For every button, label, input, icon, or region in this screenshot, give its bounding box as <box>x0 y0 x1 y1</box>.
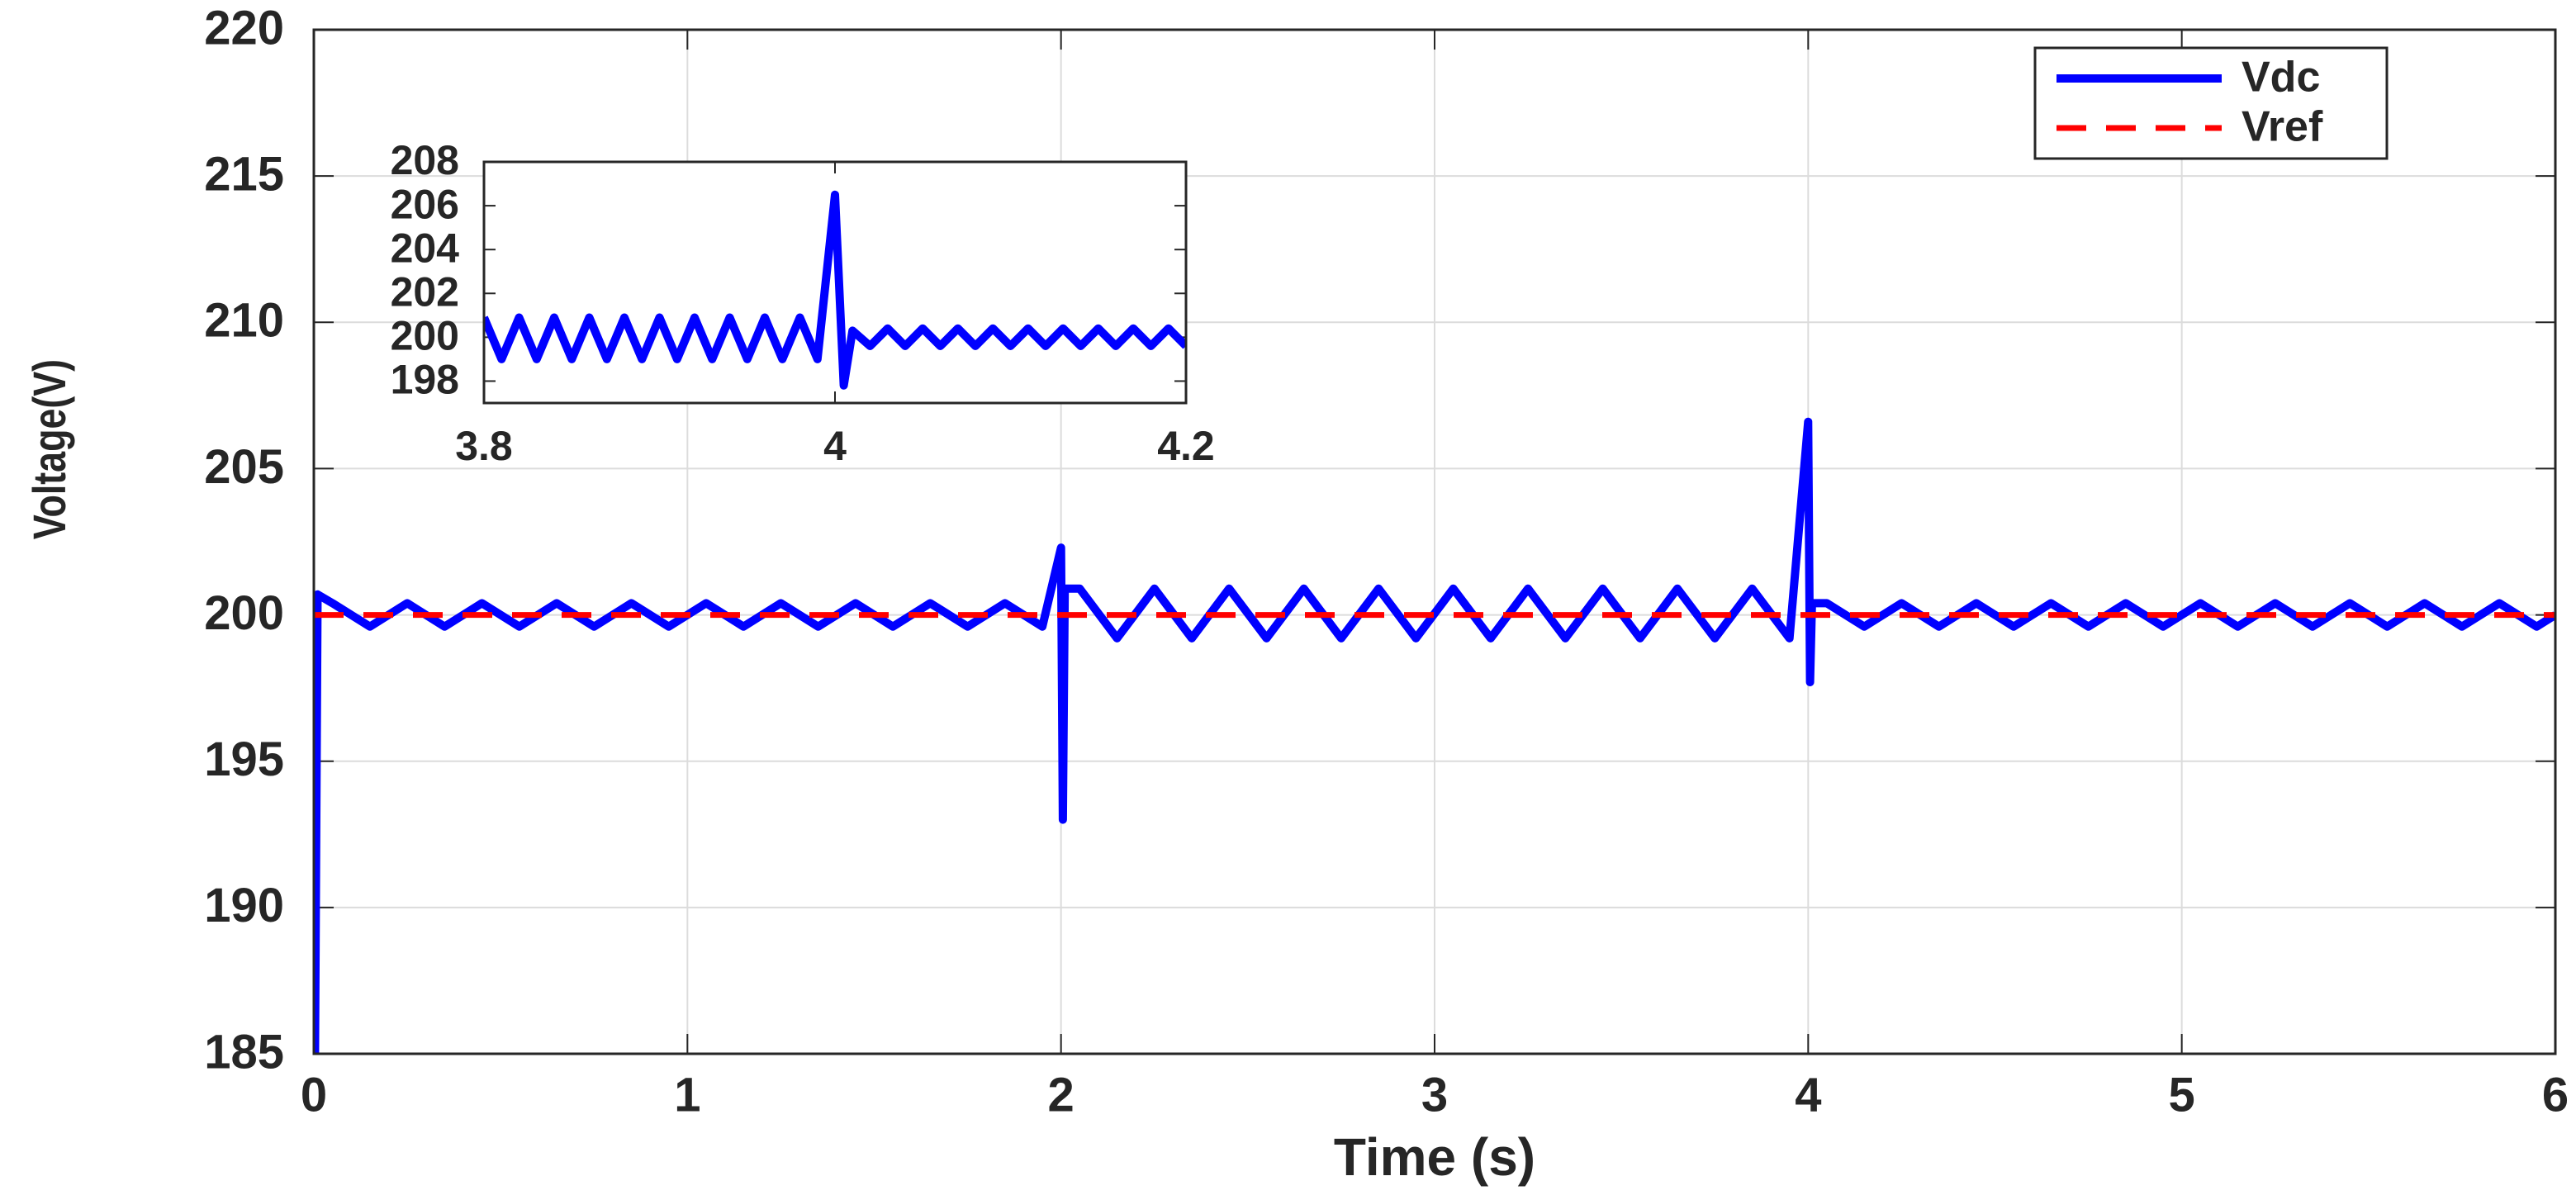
y-tick-label: 185 <box>204 1025 284 1079</box>
x-axis-label: Time (s) <box>1334 1127 1535 1187</box>
x-tick-label: 3.8 <box>455 423 513 469</box>
y-tick-label: 208 <box>391 137 459 183</box>
y-tick-label: 215 <box>204 147 284 201</box>
series-line <box>484 190 1186 390</box>
y-tick-label: 195 <box>204 733 284 786</box>
x-tick-label: 6 <box>2542 1068 2569 1121</box>
y-tick-label: 198 <box>391 357 459 403</box>
series-line <box>314 417 2555 1054</box>
x-tick-label: 1 <box>674 1068 700 1121</box>
x-tick-label: 2 <box>1048 1068 1075 1121</box>
x-tick-label: 0 <box>301 1068 327 1121</box>
x-tick-label: 4 <box>1795 1068 1821 1121</box>
legend-label: Vdc <box>2242 54 2320 102</box>
y-tick-label: 206 <box>391 181 459 227</box>
y-tick-label: 200 <box>204 586 284 640</box>
legend-label: Vref <box>2242 103 2323 151</box>
axes-frame <box>312 28 2557 1055</box>
y-axis-label: Voltage(V) <box>23 359 75 539</box>
x-tick-label: 5 <box>2169 1068 2195 1121</box>
y-tick-label: 210 <box>204 294 284 348</box>
x-tick-label: 4.2 <box>1157 423 1215 469</box>
y-tick-label: 205 <box>204 440 284 494</box>
axes-frame <box>482 160 1188 405</box>
legend-box <box>2033 46 2389 160</box>
y-tick-label: 220 <box>204 1 284 55</box>
x-tick-label: 4 <box>823 423 847 469</box>
y-tick-label: 202 <box>391 268 459 315</box>
y-tick-label: 200 <box>391 313 459 359</box>
y-tick-label: 204 <box>391 225 460 271</box>
y-tick-label: 190 <box>204 879 284 932</box>
x-tick-label: 3 <box>1421 1068 1448 1121</box>
